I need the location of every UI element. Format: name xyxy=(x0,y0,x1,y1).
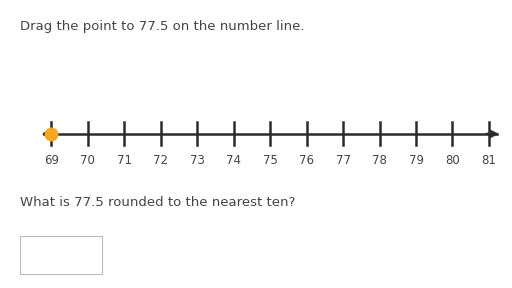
Text: 75: 75 xyxy=(263,154,278,167)
Text: 76: 76 xyxy=(299,154,314,167)
Text: 70: 70 xyxy=(80,154,95,167)
Text: 74: 74 xyxy=(226,154,241,167)
Text: 77: 77 xyxy=(335,154,351,167)
Text: 69: 69 xyxy=(44,154,59,167)
Text: 72: 72 xyxy=(153,154,168,167)
Text: What is 77.5 rounded to the nearest ten?: What is 77.5 rounded to the nearest ten? xyxy=(20,196,296,209)
Text: 78: 78 xyxy=(372,154,387,167)
FancyBboxPatch shape xyxy=(20,236,102,274)
Text: 73: 73 xyxy=(189,154,205,167)
Text: 80: 80 xyxy=(445,154,460,167)
Text: Drag the point to 77.5 on the number line.: Drag the point to 77.5 on the number lin… xyxy=(20,20,305,33)
Text: 79: 79 xyxy=(409,154,423,167)
Text: 71: 71 xyxy=(117,154,132,167)
Text: 81: 81 xyxy=(481,154,497,167)
